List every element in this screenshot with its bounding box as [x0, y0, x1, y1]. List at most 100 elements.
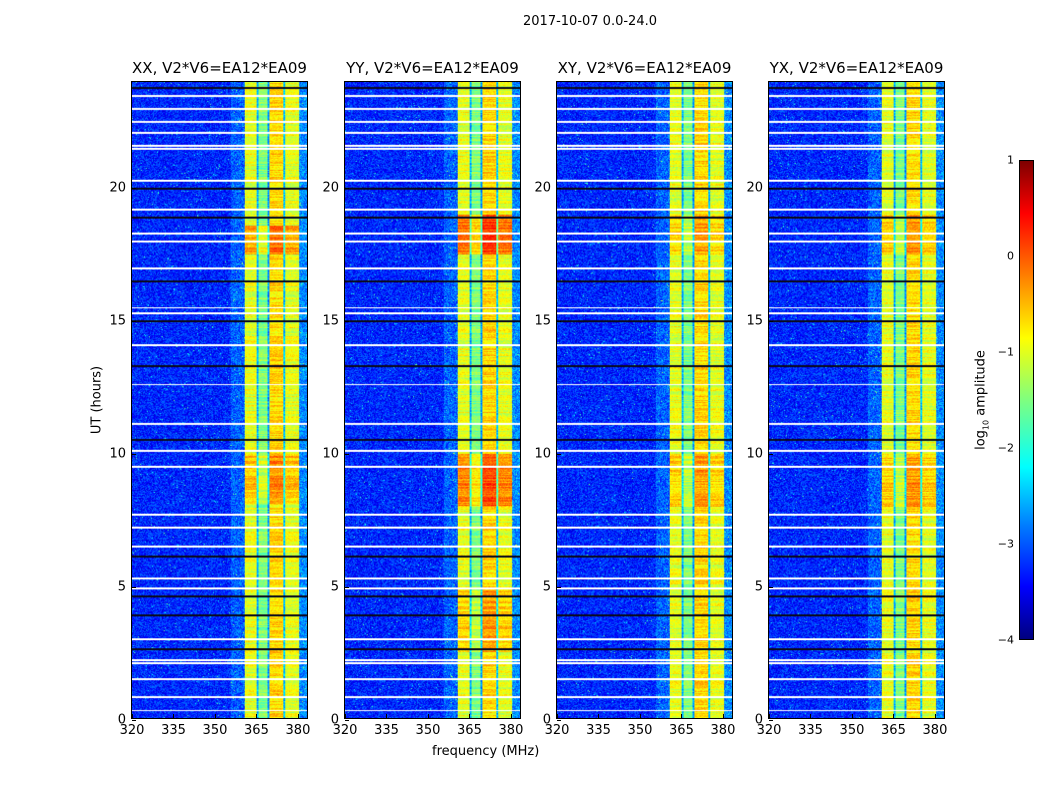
x-tick-label: 350	[839, 723, 865, 738]
y-tick-mark	[769, 587, 773, 589]
x-tick-mark	[510, 714, 512, 718]
x-tick-mark	[557, 714, 558, 718]
heatmap-image	[557, 82, 732, 718]
x-tick-mark	[173, 714, 175, 718]
colorbar-tick-label: 1	[1007, 153, 1014, 167]
y-tick-label: 20	[534, 180, 551, 196]
y-tick-mark	[557, 188, 561, 190]
y-tick-label: 15	[746, 313, 763, 329]
y-tick-mark	[345, 454, 349, 456]
x-tick-mark	[345, 714, 346, 718]
spectrogram-panel-2: XY, V2*V6=EA12*EA09 320 335 350 365 380 0 5 10 15…	[534, 59, 735, 738]
x-tick-label: 380	[710, 723, 736, 738]
x-tick-mark	[214, 714, 216, 718]
x-tick-mark	[256, 714, 258, 718]
x-tick-mark	[769, 714, 770, 718]
x-tick-label: 380	[922, 723, 948, 738]
y-tick-mark	[557, 454, 561, 456]
y-tick-label: 0	[330, 712, 339, 728]
x-tick-mark	[810, 714, 812, 718]
y-tick-mark	[345, 720, 349, 721]
x-tick-label: 380	[285, 723, 311, 738]
colorbar-tick-label: −3	[997, 537, 1014, 551]
colorbar-tick-label: −2	[997, 441, 1014, 455]
y-tick-mark	[132, 321, 136, 323]
x-tick-mark	[598, 714, 600, 718]
panel-title: YY, V2*V6=EA12*EA09	[346, 59, 519, 77]
y-tick-mark	[345, 188, 349, 190]
x-tick-label: 350	[415, 723, 441, 738]
colorbar-tick-label: −1	[997, 345, 1014, 359]
x-tick-label: 365	[244, 723, 269, 738]
y-tick-mark	[769, 321, 773, 323]
y-tick-label: 20	[322, 180, 339, 196]
x-tick-mark	[851, 714, 853, 718]
y-tick-label: 5	[117, 579, 126, 595]
x-tick-label: 365	[881, 723, 906, 738]
x-tick-label: 350	[202, 723, 228, 738]
y-tick-label: 10	[746, 446, 763, 462]
x-tick-label: 335	[798, 723, 823, 738]
y-tick-label: 5	[330, 579, 339, 595]
y-tick-mark	[132, 454, 136, 456]
y-tick-mark	[769, 188, 773, 190]
y-tick-label: 10	[322, 446, 339, 462]
y-tick-mark	[769, 720, 773, 721]
y-tick-mark	[345, 321, 349, 323]
y-tick-label: 20	[109, 180, 126, 196]
y-tick-mark	[557, 587, 561, 589]
x-tick-label: 320	[544, 723, 570, 738]
x-tick-label: 335	[161, 723, 186, 738]
y-tick-label: 10	[109, 446, 126, 462]
heatmap-image	[132, 82, 307, 718]
x-tick-label: 380	[498, 723, 524, 738]
spectrogram-panel-0: XX, V2*V6=EA12*EA09 320 335 350 365 380 0 5 10 15…	[109, 59, 310, 738]
x-tick-mark	[681, 714, 683, 718]
x-tick-label: 350	[627, 723, 653, 738]
x-tick-mark	[722, 714, 724, 718]
y-axis-label: UT (hours)	[89, 365, 105, 435]
y-tick-label: 5	[754, 579, 763, 595]
panel-title: XX, V2*V6=EA12*EA09	[132, 59, 307, 77]
panel-title: YX, V2*V6=EA12*EA09	[769, 59, 944, 77]
x-tick-label: 365	[669, 723, 694, 738]
heatmap-image	[769, 82, 944, 718]
x-tick-mark	[893, 714, 895, 718]
x-tick-label: 335	[586, 723, 611, 738]
y-tick-mark	[557, 321, 561, 323]
y-tick-label: 20	[746, 180, 763, 196]
panel-title: XY, V2*V6=EA12*EA09	[557, 59, 732, 77]
x-tick-label: 320	[119, 723, 145, 738]
spectrogram-panel-3: YX, V2*V6=EA12*EA09 320 335 350 365 380 0 5 10 15…	[746, 59, 947, 738]
x-tick-mark	[427, 714, 429, 718]
y-tick-mark	[769, 454, 773, 456]
x-tick-label: 365	[457, 723, 482, 738]
x-tick-label: 335	[374, 723, 399, 738]
x-tick-mark	[639, 714, 641, 718]
y-tick-label: 0	[754, 712, 763, 728]
y-tick-mark	[132, 188, 136, 190]
x-tick-label: 320	[332, 723, 358, 738]
y-tick-mark	[132, 720, 136, 721]
x-tick-mark	[132, 714, 133, 718]
spectrogram-panel-1: YY, V2*V6=EA12*EA09 320 335 350 365 380 0 5 10 15…	[322, 59, 523, 738]
colorbar-tick-label: −4	[997, 633, 1014, 647]
y-tick-label: 5	[542, 579, 551, 595]
colorbar-tick-label: 0	[1007, 249, 1014, 263]
y-tick-mark	[345, 587, 349, 589]
y-tick-label: 0	[117, 712, 126, 728]
y-tick-label: 0	[542, 712, 551, 728]
x-axis-label: frequency (MHz)	[432, 744, 540, 759]
x-tick-mark	[297, 714, 299, 718]
x-tick-mark	[386, 714, 388, 718]
x-tick-mark	[469, 714, 471, 718]
y-tick-label: 10	[534, 446, 551, 462]
y-tick-mark	[132, 587, 136, 589]
x-tick-label: 320	[756, 723, 782, 738]
y-tick-mark	[557, 720, 561, 721]
y-tick-label: 15	[534, 313, 551, 329]
heatmap-image	[345, 82, 520, 718]
figure-title: 2017-10-07 0.0-24.0	[523, 14, 657, 29]
colorbar-label: log10 amplitude	[973, 350, 991, 450]
